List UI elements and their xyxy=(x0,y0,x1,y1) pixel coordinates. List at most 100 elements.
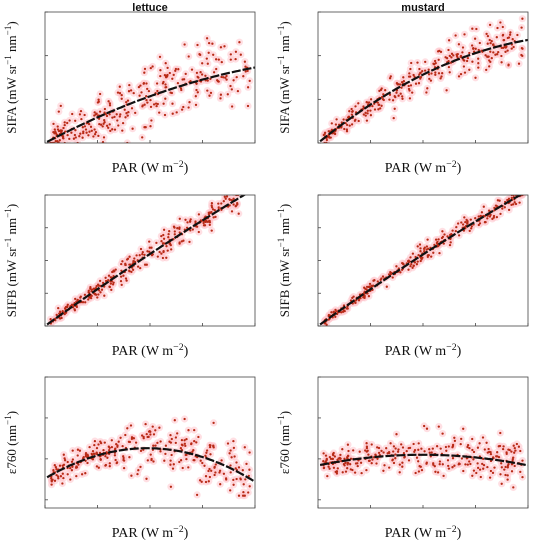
scatter-point xyxy=(69,478,72,481)
scatter-point xyxy=(223,45,226,48)
scatter-point xyxy=(234,57,237,61)
scatter-point xyxy=(503,45,506,49)
scatter-point xyxy=(95,451,98,454)
scatter-point xyxy=(108,104,112,107)
scatter-point xyxy=(445,57,449,60)
scatter-point xyxy=(208,211,212,214)
scatter-point xyxy=(463,59,466,62)
scatter-point xyxy=(164,444,168,447)
scatter-point xyxy=(66,121,69,125)
scatter-point xyxy=(488,215,492,218)
scatter-point xyxy=(110,439,113,442)
scatter-point xyxy=(371,458,374,461)
scatter-point xyxy=(212,216,215,219)
scatter-point xyxy=(125,100,128,104)
scatter-point xyxy=(246,69,249,73)
scatter-point xyxy=(206,62,209,65)
scatter-point xyxy=(208,94,211,97)
scatter-point xyxy=(465,59,469,63)
scatter-point xyxy=(374,453,377,456)
scatter-point xyxy=(456,56,459,59)
scatter-point xyxy=(229,471,232,474)
scatter-point xyxy=(365,445,369,448)
scatter-point xyxy=(353,471,357,474)
scatter-point xyxy=(492,43,495,46)
scatter-point xyxy=(471,27,474,30)
scatter-point xyxy=(202,221,205,225)
scatter-point xyxy=(511,458,514,461)
scatter-point xyxy=(141,253,144,256)
scatter-point xyxy=(167,236,170,239)
scatter-point xyxy=(116,119,119,122)
scatter-point xyxy=(439,447,442,450)
scatter-point xyxy=(454,34,457,37)
scatter-point xyxy=(430,72,433,75)
scatter-point xyxy=(411,252,415,255)
scatter-point xyxy=(205,57,208,60)
scatter-point xyxy=(71,449,74,452)
scatter-point xyxy=(70,460,74,463)
scatter-point xyxy=(108,102,112,105)
scatter-point xyxy=(336,467,339,470)
scatter-point xyxy=(419,71,422,75)
scatter-point xyxy=(103,118,106,122)
scatter-point xyxy=(130,474,133,477)
scatter-point xyxy=(418,243,422,246)
scatter-point xyxy=(363,294,366,297)
scatter-point xyxy=(111,116,114,119)
fit-curve xyxy=(46,66,255,143)
scatter-point xyxy=(447,445,450,448)
scatter-point xyxy=(419,77,422,80)
scatter-point xyxy=(160,234,163,238)
scatter-point xyxy=(359,461,363,464)
scatter-point xyxy=(218,469,222,472)
scatter-point xyxy=(103,107,107,111)
scatter-point xyxy=(462,65,466,68)
scatter-point xyxy=(496,26,499,30)
scatter-point xyxy=(340,126,343,129)
scatter-point xyxy=(424,60,427,64)
scatter-point xyxy=(481,462,484,466)
scatter-point xyxy=(453,439,457,443)
scatter-point xyxy=(377,446,381,450)
scatter-point xyxy=(409,264,412,268)
scatter-point xyxy=(66,133,69,137)
scatter-point xyxy=(376,101,379,104)
scatter-point xyxy=(376,446,379,449)
scatter-point xyxy=(194,103,198,107)
scatter-point xyxy=(244,478,247,481)
scatter-point xyxy=(134,441,138,444)
scatter-point xyxy=(97,284,101,287)
scatter-point xyxy=(180,438,184,442)
scatter-point xyxy=(119,279,123,283)
scatter-point xyxy=(113,454,117,457)
scatter-point xyxy=(71,306,75,309)
scatter-point xyxy=(103,441,106,444)
scatter-point xyxy=(506,478,509,481)
scatter-point xyxy=(58,139,61,142)
scatter-point xyxy=(377,103,380,107)
scatter-point xyxy=(345,130,349,133)
scatter-point xyxy=(59,104,62,108)
scatter-point xyxy=(220,75,223,79)
scatter-halo-layer xyxy=(320,195,526,326)
scatter-point xyxy=(368,459,371,462)
scatter-point xyxy=(507,197,511,200)
scatter-point xyxy=(242,483,245,486)
scatter-point xyxy=(474,47,477,50)
scatter-point xyxy=(413,75,416,78)
scatter-point xyxy=(121,444,124,448)
scatter-point xyxy=(66,460,69,464)
scatter-point xyxy=(500,462,503,465)
scatter-point xyxy=(480,211,484,214)
scatter-point xyxy=(86,461,89,465)
scatter-point xyxy=(212,446,215,449)
scatter-point xyxy=(339,453,342,457)
scatter-point xyxy=(335,310,338,313)
scatter-point xyxy=(93,443,96,447)
scatter-point xyxy=(459,442,462,446)
scatter-point xyxy=(434,61,437,65)
scatter-point xyxy=(489,452,493,456)
scatter-point xyxy=(143,71,146,74)
scatter-point xyxy=(229,84,232,88)
